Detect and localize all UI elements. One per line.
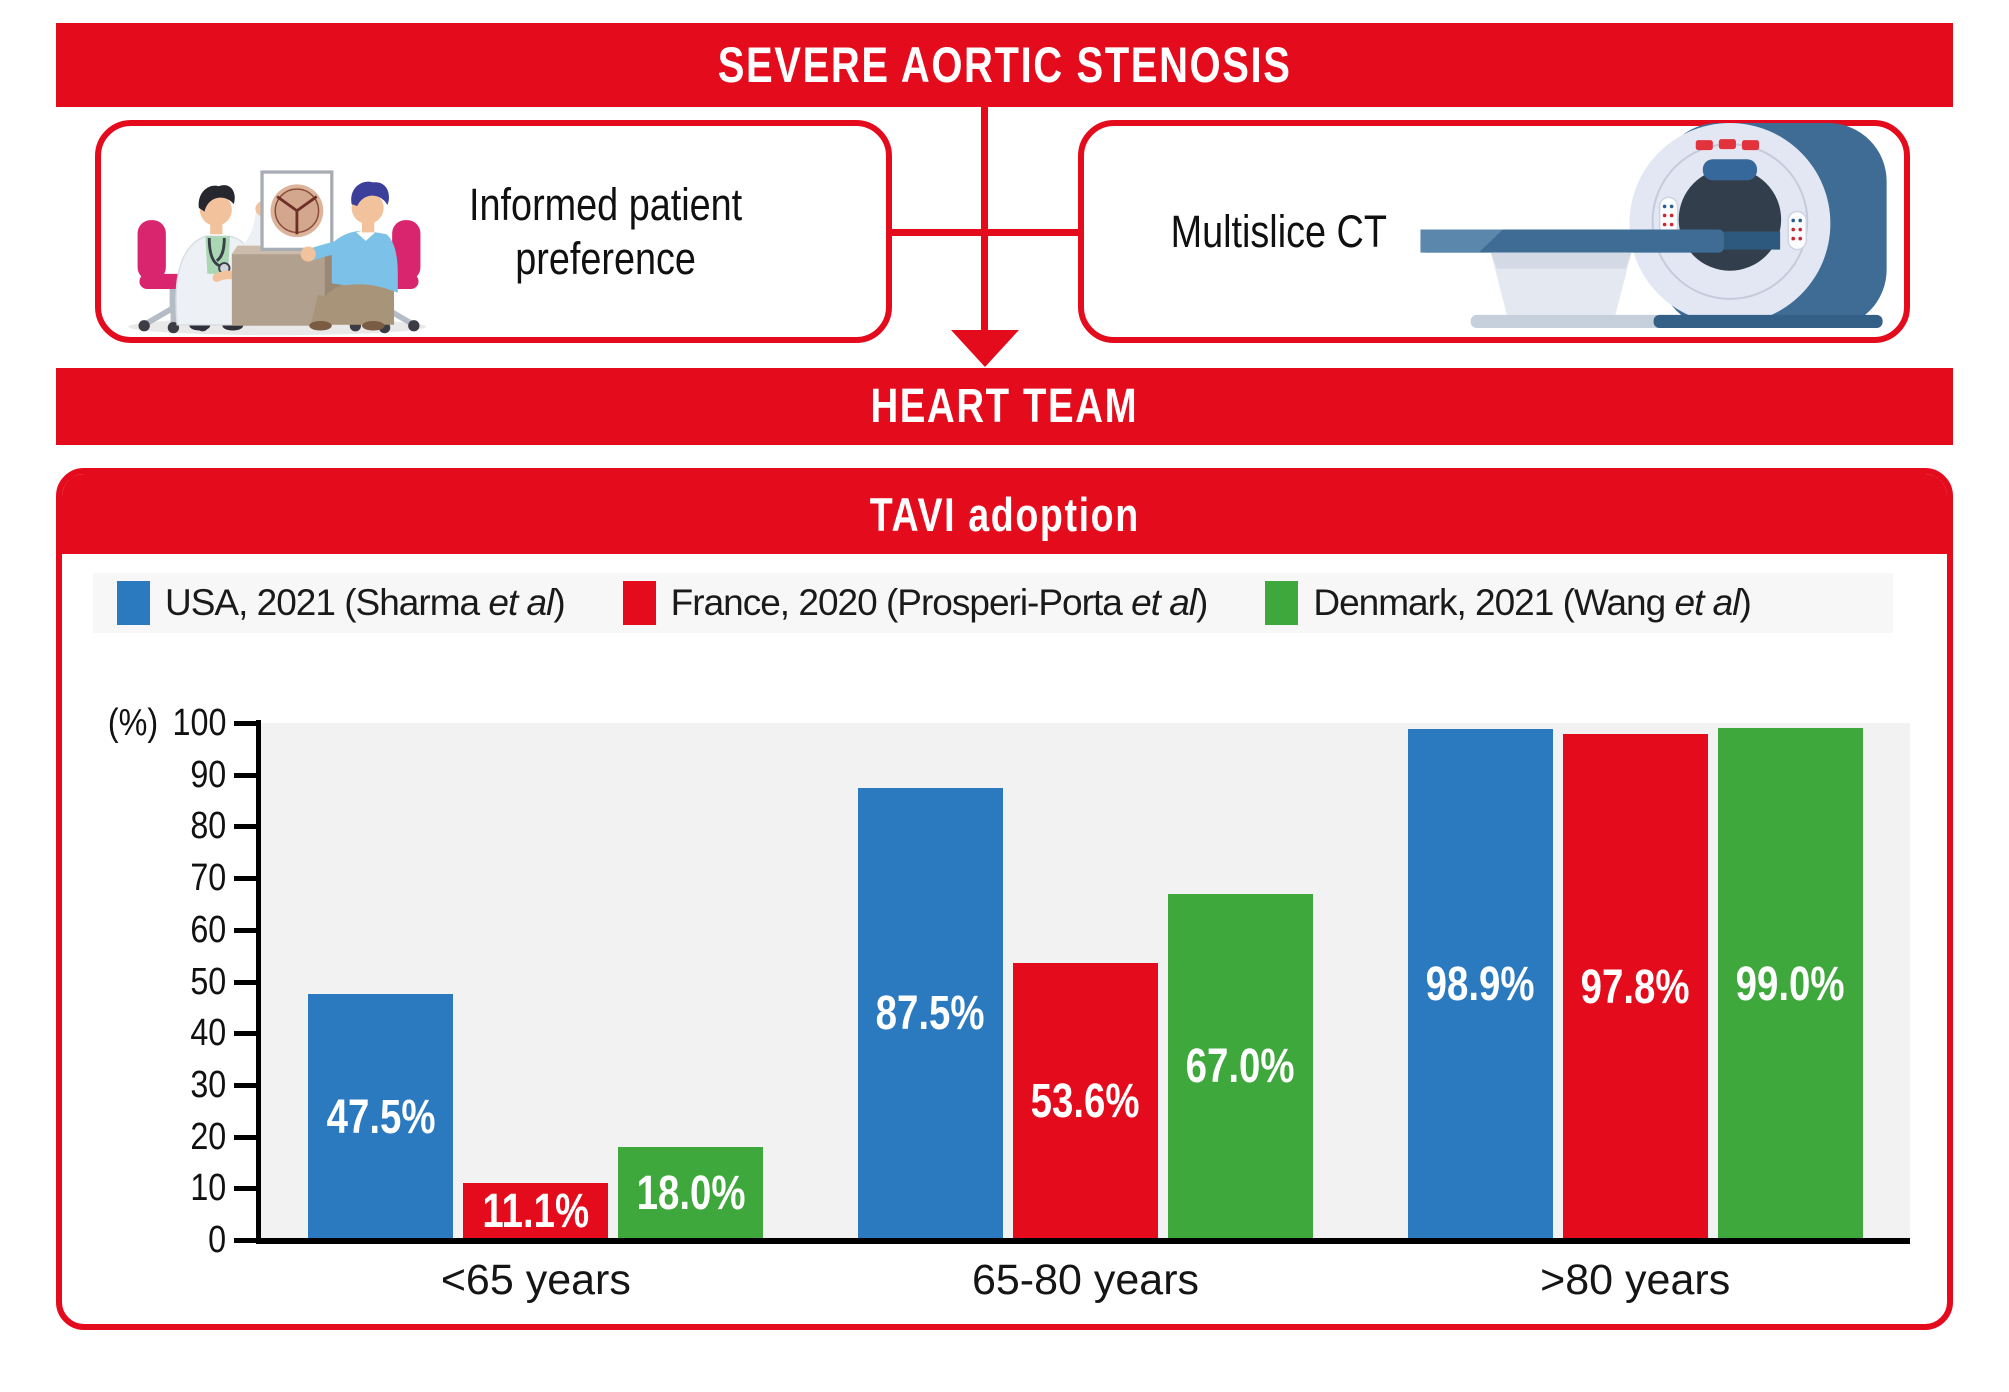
bar-group-1: 47.5% 11.1% 18.0% [261, 723, 811, 1240]
multislice-ct-label-wrap: Multislice CT [1114, 126, 1444, 337]
chart-legend: USA, 2021 (Sharma et al) France, 2020 (Pr… [93, 573, 1893, 633]
bar-series2-cat1: 11.1% [463, 1182, 609, 1240]
y-axis-tick-mark [234, 979, 256, 985]
y-axis-tick-label: 80 [190, 805, 226, 848]
tavi-adoption-panel: TAVI adoption USA, 2021 (Sharma et al) Fr… [56, 468, 1953, 1330]
bar-group-3: 98.9% 97.8% 99.0% [1360, 723, 1910, 1240]
bar-value-label: 98.9% [1425, 957, 1535, 1011]
y-axis-tick-mark [234, 1134, 256, 1140]
informed-patient-line2: preference [515, 232, 697, 284]
legend-swatch-icon [1265, 581, 1299, 625]
bar-series1-cat1: 47.5% [308, 994, 454, 1240]
y-axis-tick-mark [234, 721, 256, 726]
y-axis-tick-label: 50 [190, 960, 226, 1003]
bar-series3-cat1: 18.0% [618, 1146, 764, 1240]
y-axis-tick-label: 10 [190, 1167, 226, 1210]
y-axis-tick-mark [234, 927, 256, 933]
legend-label: USA, 2021 (Sharma et al) [165, 582, 566, 623]
bar-value-label: 11.1% [482, 1184, 590, 1238]
severe-aortic-stenosis-title: SEVERE AORTIC STENOSIS [717, 37, 1292, 93]
y-axis-tick-mark [234, 1238, 256, 1243]
heart-team-banner: HEART TEAM [56, 368, 1953, 445]
y-axis-line [256, 720, 261, 1244]
bar-value-label: 99.0% [1735, 957, 1845, 1011]
legend-item-2: France, 2020 (Prosperi-Porta et al) [622, 581, 1209, 625]
legend-item-1: USA, 2021 (Sharma et al) [117, 581, 566, 625]
tavi-adoption-header: TAVI adoption [62, 474, 1947, 554]
informed-patient-preference-box: Informed patient preference [95, 120, 892, 343]
severe-aortic-stenosis-banner: SEVERE AORTIC STENOSIS [56, 23, 1953, 107]
bar-group-2: 87.5% 53.6% 67.0% [811, 723, 1361, 1240]
multislice-ct-box: Multislice CT [1078, 120, 1910, 343]
heart-team-title: HEART TEAM [870, 380, 1139, 433]
legend-swatch-icon [117, 581, 150, 625]
y-axis-tick-mark [234, 1082, 256, 1088]
x-axis-line [256, 1238, 1910, 1244]
y-axis-tick-label: 0 [208, 1219, 226, 1261]
flow-connector-horizontal [892, 229, 1078, 236]
informed-patient-line1: Informed patient [469, 179, 743, 231]
y-axis-unit-label: (%) [107, 702, 158, 744]
y-axis-tick-mark [234, 824, 256, 830]
bar-series3-cat3: 99.0% [1717, 728, 1863, 1240]
informed-patient-preference-label: Informed patient preference [431, 126, 781, 337]
y-axis-tick-mark [234, 772, 256, 778]
y-axis-tick-mark [234, 876, 256, 882]
y-axis-tick-mark [234, 1031, 256, 1037]
x-axis-category-labels: <65 years 65-80 years >80 years [261, 1256, 1910, 1305]
bar-value-label: 87.5% [876, 987, 985, 1041]
bar-series1-cat2: 87.5% [858, 787, 1003, 1240]
category-label-3: >80 years [1540, 1256, 1731, 1304]
bar-value-label: 97.8% [1580, 960, 1690, 1014]
legend-label: France, 2020 (Prosperi-Porta et al) [670, 582, 1209, 623]
y-axis-tick-label: 40 [190, 1012, 226, 1055]
y-axis-tick-mark [234, 1186, 256, 1192]
bar-series2-cat3: 97.8% [1562, 734, 1708, 1240]
ct-scanner-illustration [1420, 123, 1887, 328]
y-axis-tick-label: 70 [190, 857, 226, 900]
bar-series3-cat2: 67.0% [1168, 893, 1313, 1240]
flow-connector-vertical [981, 107, 988, 333]
bar-value-label: 18.0% [636, 1166, 746, 1220]
legend-label: Denmark, 2021 (Wang et al) [1313, 582, 1751, 623]
category-label-2: 65-80 years [971, 1256, 1200, 1304]
bar-series1-cat3: 98.9% [1407, 728, 1553, 1240]
y-axis-tick-label: 20 [190, 1115, 226, 1158]
category-label-1: <65 years [440, 1256, 631, 1304]
doctor-patient-illustration [128, 170, 427, 336]
bar-value-label: 67.0% [1186, 1040, 1295, 1094]
bar-series2-cat2: 53.6% [1013, 962, 1158, 1240]
y-axis-tick-label: 60 [190, 908, 226, 951]
bar-value-label: 53.6% [1031, 1074, 1140, 1128]
legend-item-3: Denmark, 2021 (Wang et al) [1265, 581, 1752, 625]
arrow-down-icon [951, 330, 1019, 367]
tavi-adoption-title: TAVI adoption [869, 487, 1140, 541]
multislice-ct-label: Multislice CT [1170, 205, 1388, 257]
bar-value-label: 47.5% [326, 1090, 436, 1144]
y-axis-tick-label: 90 [190, 753, 226, 796]
y-axis-tick-label: 30 [190, 1063, 226, 1106]
plot-area: 47.5% 11.1% 18.0% 87.5% 53.6% 67.0% 98.9% 97.8%… [261, 723, 1910, 1240]
y-axis-tick-label: 100 [172, 702, 226, 744]
legend-swatch-icon [622, 581, 656, 625]
